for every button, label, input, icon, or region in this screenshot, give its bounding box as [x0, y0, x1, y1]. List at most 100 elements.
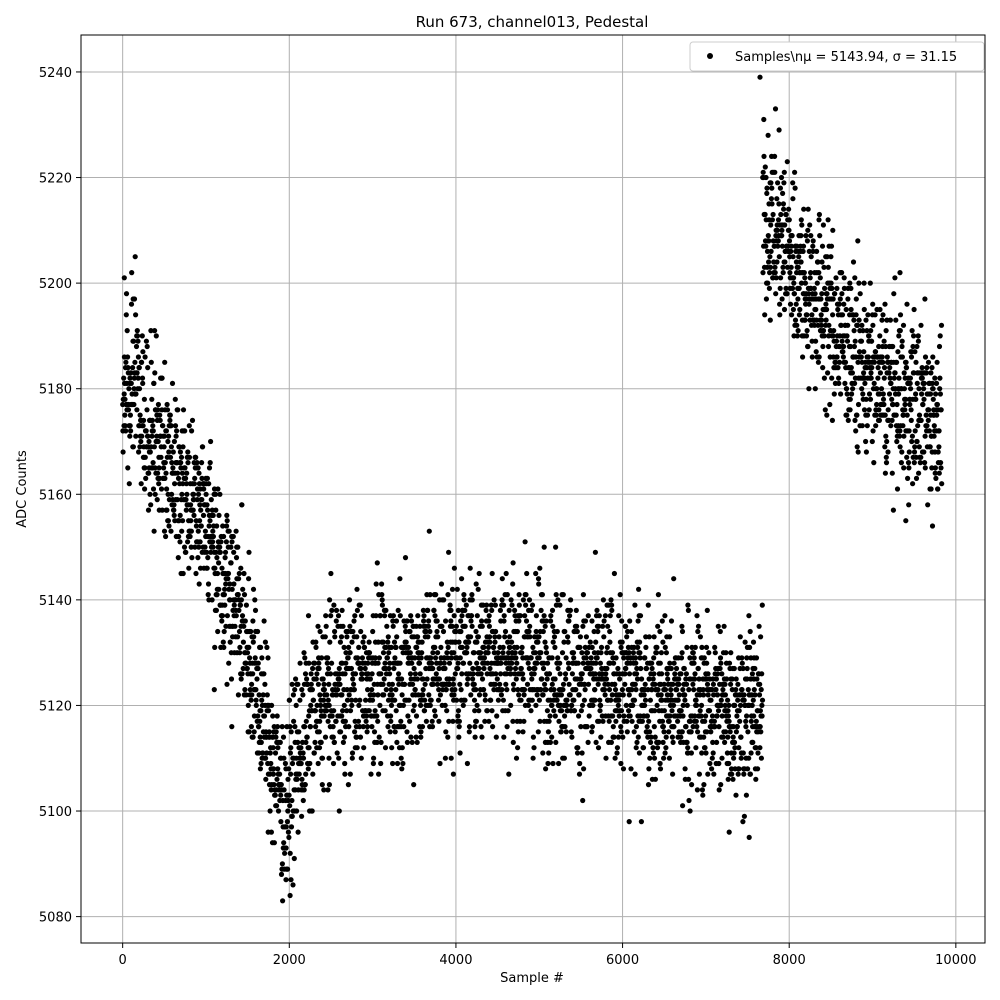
data-point [144, 407, 150, 413]
data-point [557, 602, 563, 608]
data-point [651, 724, 657, 730]
data-point [665, 676, 671, 682]
data-point [439, 623, 445, 629]
data-point [164, 486, 170, 492]
data-point [619, 618, 625, 624]
data-point [700, 792, 706, 798]
data-point [657, 760, 663, 767]
data-point [703, 713, 709, 719]
data-point [538, 650, 544, 656]
data-point [571, 708, 578, 714]
data-point [446, 549, 452, 555]
data-point [225, 576, 231, 582]
data-point [618, 724, 624, 730]
data-point [790, 306, 797, 313]
data-point [288, 729, 294, 735]
data-point [929, 523, 936, 529]
data-point [278, 782, 284, 788]
data-point [863, 438, 869, 445]
data-point [649, 660, 655, 666]
data-point [346, 597, 353, 603]
data-point [598, 650, 604, 656]
data-point [327, 639, 333, 645]
data-point [908, 407, 914, 413]
data-point [135, 375, 141, 381]
data-point [385, 634, 391, 640]
data-point [396, 681, 402, 687]
data-point [587, 639, 593, 645]
data-point [911, 449, 918, 455]
data-point [340, 708, 346, 714]
data-point [642, 681, 648, 687]
data-point [924, 423, 930, 429]
data-point [825, 217, 831, 223]
data-point [766, 259, 772, 265]
data-point [401, 724, 407, 730]
data-point [701, 734, 707, 740]
data-point [616, 697, 622, 703]
data-point [890, 401, 896, 408]
data-point [123, 428, 129, 434]
data-point [799, 222, 805, 228]
data-point [250, 618, 256, 624]
data-point [764, 185, 770, 191]
data-point [661, 681, 667, 687]
data-point [579, 702, 586, 709]
data-point [760, 270, 766, 276]
data-point [210, 512, 216, 519]
data-point [576, 692, 582, 698]
data-point [798, 217, 804, 223]
data-point [651, 634, 657, 640]
data-point [488, 602, 494, 608]
data-point [552, 644, 558, 651]
data-point [603, 755, 609, 761]
data-point [544, 708, 551, 714]
data-point [702, 718, 708, 724]
data-point [416, 660, 423, 666]
data-point [459, 644, 465, 651]
data-point [150, 460, 156, 466]
data-point [825, 264, 831, 270]
data-point [365, 671, 371, 677]
data-point [487, 639, 493, 645]
data-point [229, 724, 235, 730]
data-point [454, 586, 460, 592]
data-point [828, 254, 834, 260]
data-point [839, 338, 845, 344]
data-point [628, 628, 635, 635]
data-point [157, 412, 163, 418]
data-point [772, 169, 778, 175]
data-point [924, 365, 930, 371]
data-point [132, 254, 138, 260]
data-point [638, 665, 644, 672]
data-point [707, 760, 713, 767]
data-point [848, 285, 854, 291]
data-point [375, 692, 381, 698]
data-point [662, 750, 668, 756]
data-point [178, 454, 185, 460]
data-point [301, 787, 307, 793]
data-point [510, 681, 517, 687]
data-point [167, 412, 173, 418]
data-point [341, 734, 348, 740]
data-point [436, 665, 442, 672]
data-point [139, 333, 145, 339]
data-point [277, 739, 283, 746]
data-point [595, 628, 601, 635]
data-point [756, 623, 762, 629]
data-point [484, 708, 490, 714]
data-point [441, 660, 447, 666]
data-point [362, 665, 368, 672]
data-point [520, 729, 526, 735]
data-point [921, 449, 927, 455]
data-point [852, 338, 858, 344]
data-point [647, 697, 654, 703]
data-point [392, 697, 398, 703]
data-point [128, 301, 135, 307]
data-point [892, 275, 898, 281]
data-point [153, 333, 159, 339]
data-point [183, 481, 190, 487]
data-point [834, 354, 840, 360]
data-point [741, 697, 747, 703]
